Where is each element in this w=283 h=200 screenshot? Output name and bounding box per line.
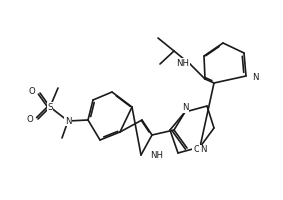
Text: S: S [47,102,53,112]
Text: NH: NH [176,58,189,68]
Text: N: N [65,116,71,126]
Text: O: O [26,116,33,124]
Text: N: N [182,104,188,112]
Text: N: N [252,72,258,82]
Text: O: O [28,86,35,96]
Text: O: O [193,144,200,154]
Text: NH: NH [150,152,163,160]
Text: N: N [200,146,206,154]
